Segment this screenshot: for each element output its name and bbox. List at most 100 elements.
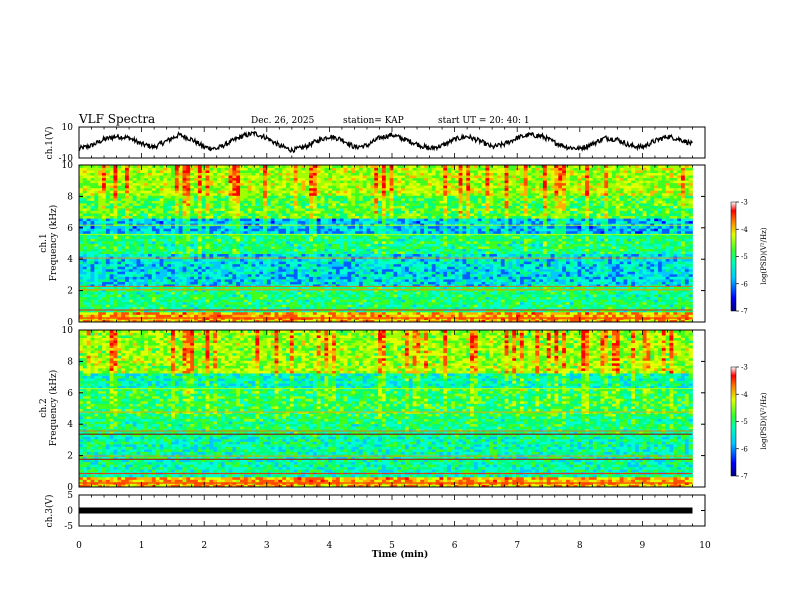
spectrogram-cell (436, 279, 440, 282)
spectrogram-cell (186, 297, 190, 300)
spectrogram-cell (543, 304, 547, 307)
spectrogram-cell (313, 271, 317, 274)
spectrogram-cell (98, 294, 102, 297)
spectrogram-cell (666, 307, 670, 310)
spectrogram-cell (577, 292, 581, 295)
spectrogram-cell (106, 276, 110, 279)
spectrogram-cell (459, 302, 463, 305)
spectrogram-cell (551, 304, 555, 307)
spectrogram-cell (424, 302, 428, 305)
spectrogram-cell (516, 314, 520, 317)
spectrogram-cell (140, 292, 144, 295)
spectrogram-cell (528, 281, 532, 284)
spectrogram-cell (485, 299, 489, 302)
spectrogram-cell (524, 314, 528, 317)
spectrogram-cell (405, 302, 409, 305)
spectrogram-cell (658, 279, 662, 282)
spectrogram-cell (447, 307, 451, 310)
spectrogram-cell (558, 297, 562, 300)
spectrogram-cell (627, 312, 631, 315)
station-label: station= KAP (343, 116, 404, 126)
spectrogram-cell (206, 304, 210, 307)
spectrogram-cell (301, 292, 305, 295)
spectrogram-cell (539, 292, 543, 295)
spectrogram-cell (252, 292, 256, 295)
spectrogram-cell (140, 294, 144, 297)
spectrogram-cell (424, 279, 428, 282)
spectrogram-cell (378, 279, 382, 282)
spectrogram-cell (332, 299, 336, 302)
spectrogram-cell (244, 274, 248, 277)
spectrogram-cell (646, 304, 650, 307)
spectrogram-cell (351, 297, 355, 300)
spectrogram-cell (455, 299, 459, 302)
ch1-ylabel: ch.1(V) (44, 127, 55, 160)
spectrogram-cell (328, 279, 332, 282)
spectrogram-cell (512, 297, 516, 300)
spectrogram-cell (505, 274, 509, 277)
spectrogram-cell (163, 314, 167, 317)
spectrogram-cell (198, 276, 202, 279)
spectrogram-cell (152, 279, 156, 282)
spectrogram-cell (171, 302, 175, 305)
spectrogram-cell (202, 294, 206, 297)
spectrogram-cell (271, 294, 275, 297)
spectrogram-cell (451, 276, 455, 279)
spectrogram-cell (666, 281, 670, 284)
spectrogram-cell (98, 307, 102, 310)
spectrogram-cell (462, 276, 466, 279)
spectrogram-cell (462, 314, 466, 317)
spectrogram-cell (179, 314, 183, 317)
spectrogram-cell (355, 274, 359, 277)
spectrogram-cell (98, 292, 102, 295)
spectrogram-cell (332, 302, 336, 305)
spectrogram-cell (604, 279, 608, 282)
spectrogram-cell (405, 274, 409, 277)
spectrogram-cell (160, 312, 164, 315)
spectrogram-cell (259, 292, 263, 295)
spectrogram-cell (447, 302, 451, 305)
spectrogram-cell (190, 307, 194, 310)
spectrogram-cell (543, 302, 547, 305)
spectrogram-cell (643, 276, 647, 279)
spectrogram-cell (436, 276, 440, 279)
spectrogram-cell (160, 292, 164, 295)
spectrogram-cell (436, 314, 440, 317)
spectrogram-cell (110, 271, 114, 274)
spectrogram-cell (393, 274, 397, 277)
spectrogram-cell (190, 292, 194, 295)
spectrogram-cell (554, 307, 558, 310)
spectrogram-cell (681, 299, 685, 302)
spectrogram-cell (252, 276, 256, 279)
spectrogram-cell (439, 292, 443, 295)
spectrogram-cell (612, 279, 616, 282)
spectrogram-cell (229, 302, 233, 305)
spectrogram-cell (409, 299, 413, 302)
spectrogram-cell (121, 281, 125, 284)
spectrogram-cell (87, 307, 91, 310)
spectrogram-cell (206, 299, 210, 302)
spectrogram-cell (232, 314, 236, 317)
spectrogram-cell (83, 297, 87, 300)
spectrogram-cell (83, 294, 87, 297)
spectrogram-cell (167, 297, 171, 300)
spectrogram-cell (482, 276, 486, 279)
spectrogram-cell (677, 297, 681, 300)
spectrogram-cell (669, 299, 673, 302)
spectrogram-cell (229, 304, 233, 307)
spectrogram-cell (140, 274, 144, 277)
spectrogram-cell (570, 302, 574, 305)
spectrogram-cell (620, 294, 624, 297)
spectrogram-cell (282, 304, 286, 307)
spectrogram-cell (600, 279, 604, 282)
spectrogram-cell (466, 312, 470, 315)
spectrogram-cell (600, 307, 604, 310)
spectrogram-cell (213, 312, 217, 315)
spectrogram-cell (167, 281, 171, 284)
spectrogram-cell (125, 276, 129, 279)
spectrogram-cell (271, 307, 275, 310)
spectrogram-cell (685, 294, 689, 297)
spectrogram-cell (378, 294, 382, 297)
spectrogram-cell (236, 307, 240, 310)
spectrogram-cell (623, 297, 627, 300)
